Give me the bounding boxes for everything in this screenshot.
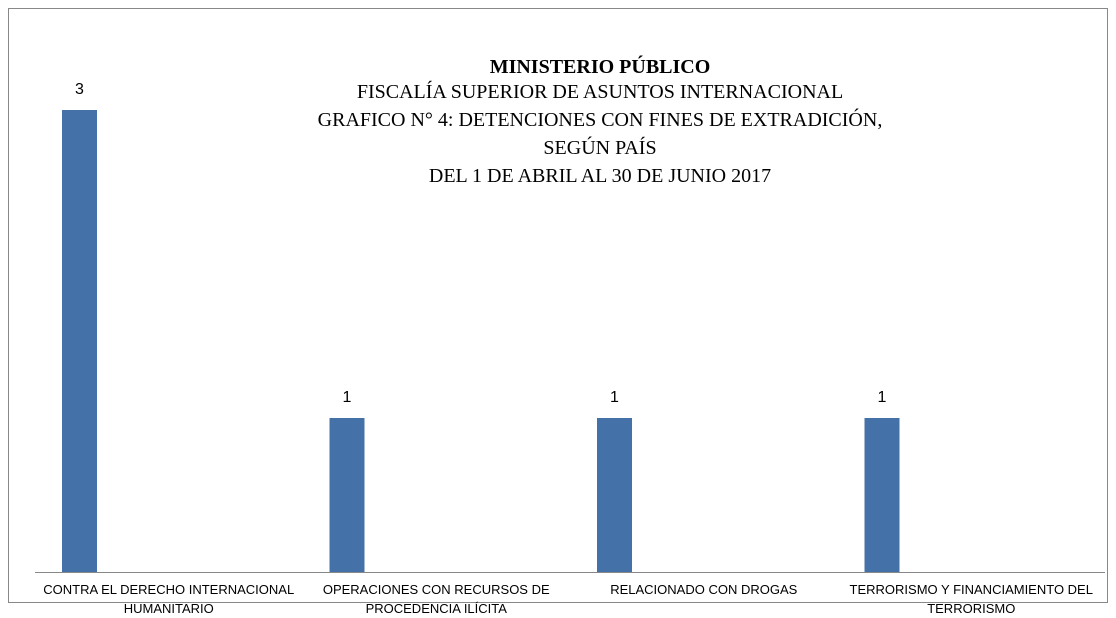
chart-subtitle: GRAFICO N° 4: DETENCIONES CON FINES DE E… — [318, 107, 883, 131]
data-label: 1 — [878, 389, 887, 406]
data-label: 1 — [343, 389, 352, 406]
x-tick-label: TERRORISMO Y FINANCIAMIENTO DEL TERRORIS… — [849, 582, 1093, 616]
chart-subtitle: DEL 1 DE ABRIL AL 30 DE JUNIO 2017 — [429, 165, 771, 187]
x-tick-label: CONTRA EL DERECHO INTERNACIONAL HUMANITA… — [43, 582, 295, 616]
x-tick-label: RELACIONADO CON DROGAS — [610, 582, 798, 597]
data-label: 1 — [610, 389, 619, 406]
bar — [597, 418, 632, 572]
data-label: 3 — [75, 81, 84, 98]
chart-subtitle: FISCALÍA SUPERIOR DE ASUNTOS INTERNACION… — [357, 80, 843, 103]
chart-title: MINISTERIO PÚBLICO — [490, 54, 711, 78]
chart-border — [8, 8, 1108, 603]
bar — [62, 110, 97, 572]
bar — [864, 418, 900, 572]
chart-subtitle: SEGÚN PAÍS — [543, 135, 656, 159]
x-tick-label: OPERACIONES CON RECURSOS DE PROCEDENCIA … — [322, 582, 550, 616]
bar — [329, 418, 365, 572]
